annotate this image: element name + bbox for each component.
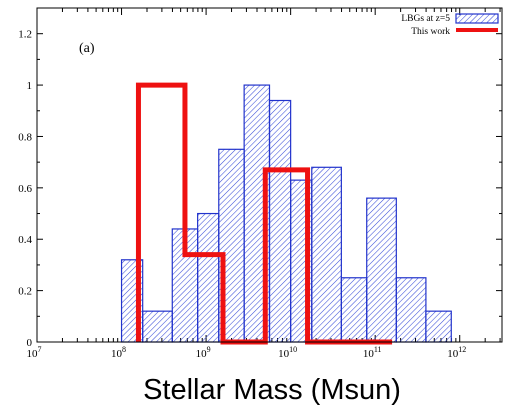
x-tick-label-base: 10 <box>363 348 375 360</box>
y-tick-label: 0 <box>27 337 33 349</box>
legend: LBGs at z=5 This work <box>401 13 499 37</box>
lbg-bar <box>268 99 292 343</box>
x-tick-label-exponent: 7 <box>38 345 42 354</box>
x-tick-label-base: 10 <box>196 348 208 360</box>
x-tick-label-exponent: 12 <box>458 345 466 354</box>
x-tick-label: 1010 <box>278 345 297 360</box>
x-tick-label: 107 <box>27 345 42 360</box>
x-tick-label-base: 10 <box>111 348 123 360</box>
legend-label-this-work: This work <box>411 27 450 37</box>
x-tick-label-base: 10 <box>278 348 290 360</box>
lbg-bar <box>340 277 368 343</box>
lbg-bar <box>197 212 220 343</box>
y-tick-label: 0.4 <box>18 234 32 246</box>
x-tick-label-exponent: 8 <box>122 345 126 354</box>
lbg-series-bars <box>120 84 452 343</box>
x-axis-label: Stellar Mass (Msun) <box>143 374 401 406</box>
x-tick-label: 1011 <box>363 345 382 360</box>
y-tick-label: 1 <box>27 80 33 92</box>
y-tick-label: 0.6 <box>18 183 32 195</box>
plot-frame <box>36 7 503 343</box>
x-tick-label: 109 <box>196 345 211 360</box>
legend-label-lbg: LBGs at z=5 <box>401 14 450 24</box>
lbg-bar <box>366 197 397 343</box>
lbg-bar <box>425 310 452 343</box>
y-tick-label: 0.8 <box>18 131 32 143</box>
y-tick-label: 0.2 <box>18 286 32 298</box>
y-axis-ticks: 0 0.2 0.4 0.6 0.8 1 1.2 <box>18 7 502 349</box>
x-tick-label-exponent: 10 <box>289 345 297 354</box>
x-tick-label-exponent: 11 <box>374 345 382 354</box>
x-tick-label-exponent: 9 <box>207 345 211 354</box>
x-tick-label: 108 <box>111 345 126 360</box>
lbg-bar <box>142 310 173 343</box>
x-tick-label-base: 10 <box>27 348 39 360</box>
panel-label: (a) <box>79 41 95 56</box>
x-tick-label-base: 10 <box>447 348 459 360</box>
lbg-bar <box>311 166 342 343</box>
x-tick-label: 1012 <box>447 345 466 360</box>
legend-swatch-lbg <box>455 13 499 24</box>
lbg-bar <box>395 277 427 343</box>
y-tick-label: 1.2 <box>18 29 32 41</box>
